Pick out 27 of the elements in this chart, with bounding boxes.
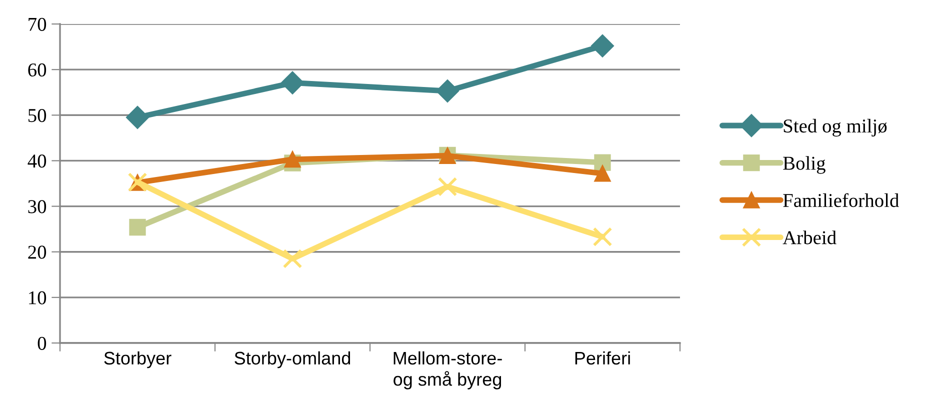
x-tick-label: Periferi <box>575 351 630 365</box>
y-tick-label: 60 <box>28 63 46 77</box>
x-tick-label: Storbyer <box>104 351 172 368</box>
point <box>281 71 304 94</box>
point <box>591 34 614 58</box>
point <box>129 218 146 236</box>
legend-label: Bolig <box>783 156 826 174</box>
y-tick-label: 50 <box>28 108 46 122</box>
y-tick-label: 0 <box>38 336 46 350</box>
point <box>284 151 301 168</box>
point <box>592 227 612 247</box>
y-tick-label: 10 <box>29 291 46 304</box>
point <box>282 248 302 268</box>
x-tick-label: Mellom-store- og små byreg <box>394 351 502 390</box>
x-tick-label: Storby-omland <box>234 351 350 368</box>
point <box>594 165 611 182</box>
y-tick-label: 20 <box>28 246 46 259</box>
point <box>594 154 611 171</box>
legend-label: Arbeid <box>782 230 836 244</box>
point <box>438 176 458 196</box>
y-tick-label: 70 <box>28 18 46 31</box>
legend-label: Sted og miljø <box>784 118 887 137</box>
y-tick-label: 40 <box>28 154 46 168</box>
y-tick-label: 30 <box>28 200 46 214</box>
point <box>126 106 149 129</box>
point <box>436 79 459 102</box>
legend-label: Familieforhold <box>783 193 899 208</box>
